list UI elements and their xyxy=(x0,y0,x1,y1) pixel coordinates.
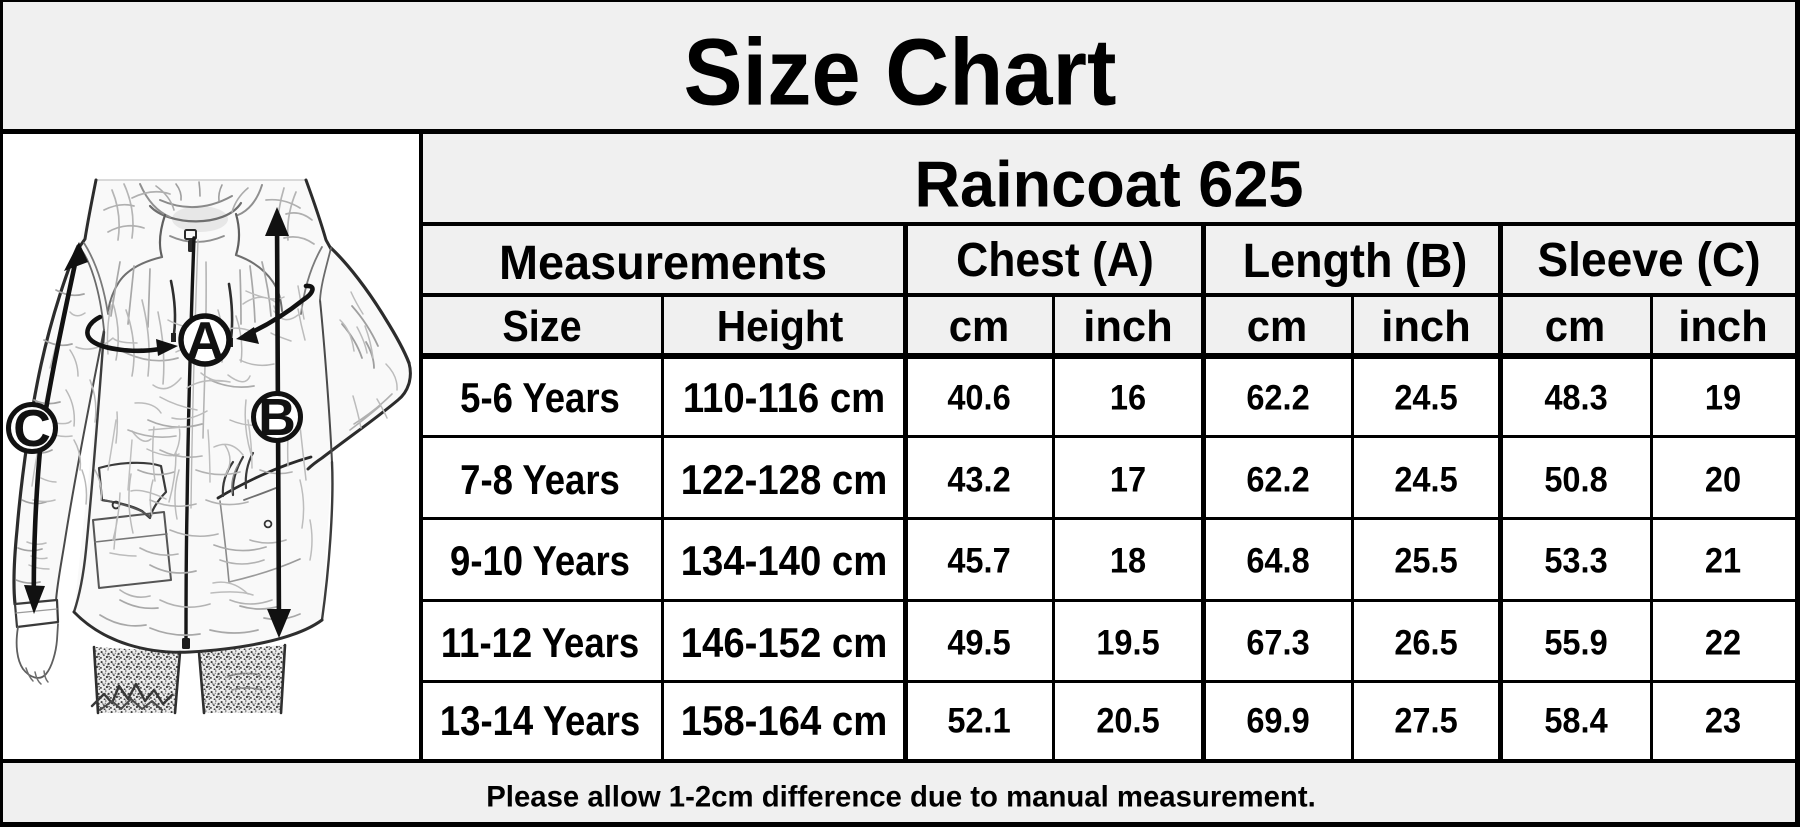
svg-text:A: A xyxy=(186,312,224,370)
svg-text:B: B xyxy=(258,389,296,447)
svg-text:C: C xyxy=(13,400,51,458)
